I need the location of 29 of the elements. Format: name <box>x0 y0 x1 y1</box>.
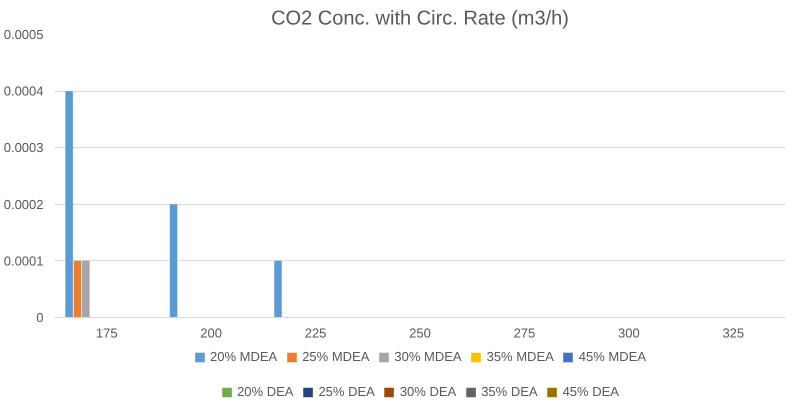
bar <box>74 260 82 318</box>
x-tick-label: 250 <box>409 326 431 340</box>
legend-label: 25% DEA <box>318 384 375 399</box>
y-tick-label: 0.0002 <box>4 196 44 212</box>
legend-label: 35% MDEA <box>486 349 554 364</box>
y-tick-label: 0.0001 <box>4 253 44 268</box>
bar <box>170 204 178 318</box>
y-tick-label: 0 <box>36 310 44 325</box>
bar <box>82 260 90 318</box>
legend-label: 45% MDEA <box>578 349 646 364</box>
x-tick-label: 325 <box>722 326 744 340</box>
legend-label: 20% MDEA <box>210 349 278 364</box>
y-tick-label: 0.0004 <box>4 84 44 99</box>
bar <box>274 260 282 318</box>
legend-label: 25% MDEA <box>302 349 370 364</box>
legend-label: 30% MDEA <box>394 349 462 364</box>
x-tick-label: 300 <box>618 326 640 340</box>
x-tick-label: 200 <box>200 326 222 340</box>
y-tick-label: 0.0003 <box>4 140 44 156</box>
legend-label: 35% DEA <box>481 384 538 399</box>
x-tick-label: 275 <box>514 326 536 340</box>
x-tick-label: 225 <box>304 326 326 340</box>
legend-label: 30% DEA <box>400 384 456 399</box>
legend-label: 45% DEA <box>562 384 619 399</box>
legend-label: 20% DEA <box>237 384 294 399</box>
chart-title: CO2 Conc. with Circ. Rate (m3/h) <box>271 8 569 30</box>
x-tick-label: 175 <box>96 326 118 340</box>
y-tick-label: 0.0005 <box>4 27 44 42</box>
bar <box>65 91 73 318</box>
